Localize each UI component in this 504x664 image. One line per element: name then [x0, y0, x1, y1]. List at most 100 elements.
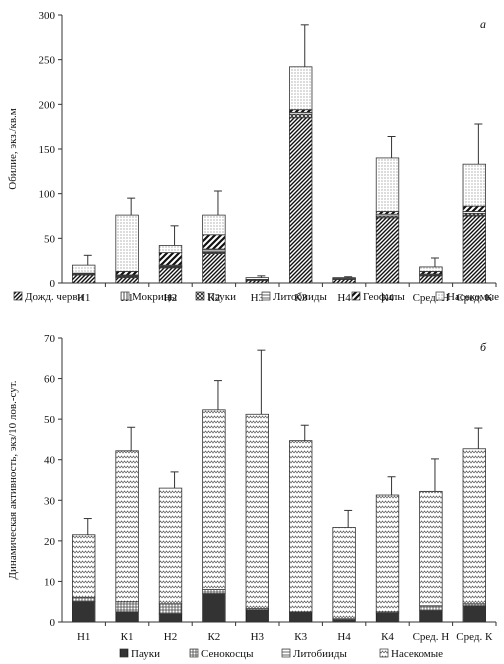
bar-segment	[115, 270, 139, 276]
y-tick-label: 20	[44, 536, 56, 548]
bar-segment	[115, 601, 139, 613]
bar-segment	[158, 613, 183, 623]
x-tick-label: Н1	[77, 292, 90, 304]
x-tick-label: К4	[381, 631, 394, 643]
bar-segment	[289, 113, 313, 119]
bar-segment	[419, 270, 443, 275]
x-tick-label: К1	[121, 631, 134, 643]
x-tick-label: К3	[294, 631, 307, 643]
legend-swatch	[13, 291, 23, 301]
bar-segment	[158, 252, 183, 266]
bar-segment	[72, 601, 96, 623]
legend-label: Пауки	[131, 648, 160, 660]
legend-swatch	[379, 648, 389, 658]
x-tick-label: Сред. К	[456, 631, 493, 643]
legend-swatch	[351, 291, 361, 301]
bar-segment	[158, 487, 183, 605]
x-tick-label: Н1	[77, 631, 90, 643]
legend-swatch	[281, 648, 291, 658]
bar-segment	[419, 275, 443, 284]
x-tick-label: Н3	[251, 292, 265, 304]
panel-label: б	[480, 340, 487, 354]
y-tick-label: 250	[39, 55, 56, 67]
bar-segment	[332, 279, 356, 284]
bar-segment	[375, 211, 400, 215]
legend-label: Сенокосцы	[201, 648, 254, 660]
bar-segment	[158, 245, 183, 254]
y-tick-label: 0	[50, 278, 56, 290]
chart-panel-b: 0 10 20 30 40 50 60 70 Динамическая активность, …	[7, 333, 497, 660]
legend-swatch	[189, 648, 199, 658]
x-tick-label: Н3	[251, 631, 265, 643]
bar-segment	[158, 603, 183, 615]
y-tick-label: 300	[39, 10, 56, 22]
legend-swatch	[261, 291, 271, 301]
bar-segment	[419, 490, 443, 607]
x-tick-label: К4	[381, 292, 394, 304]
y-tick-label: 30	[44, 495, 56, 507]
bar-segment	[115, 277, 139, 284]
legend-label: Насекомые	[447, 291, 499, 303]
bar-segment	[462, 215, 486, 284]
legend-swatch	[435, 291, 445, 301]
legend-label: Литобииды	[273, 291, 327, 303]
bar-segment	[462, 163, 486, 207]
legend-label: Дожд. черви	[25, 291, 84, 303]
bar-segment	[419, 605, 443, 612]
y-axis-label: Обилие, экз./кв.м	[7, 108, 19, 190]
bar-segment	[115, 611, 139, 623]
y-tick-label: 50	[44, 414, 56, 426]
y-tick-label: 10	[44, 576, 56, 588]
bar-segment	[72, 274, 96, 284]
bar-segment	[462, 205, 486, 212]
x-tick-label: Н2	[164, 292, 177, 304]
panel-label: а	[480, 17, 486, 31]
bar-segment	[158, 267, 183, 284]
bar-segment	[375, 494, 400, 613]
bar-segment	[115, 450, 139, 603]
bar-segment	[202, 253, 226, 284]
bar-segment	[375, 612, 400, 623]
bar-segment	[202, 248, 226, 253]
y-axis-label: Динамическая активность, экз/10 лов.-сут…	[7, 380, 19, 579]
y-tick-label: 70	[44, 333, 56, 345]
y-tick-label: 0	[50, 617, 56, 629]
x-tick-label: К2	[207, 631, 220, 643]
bar-segment	[289, 66, 313, 111]
legend-label: Пауки	[207, 291, 236, 303]
bar-segment	[289, 440, 313, 613]
bar-segment	[375, 217, 400, 284]
legend-label: Литобииды	[293, 648, 347, 660]
legend-label: Геофилы	[363, 291, 405, 303]
bar-segment	[202, 409, 226, 590]
bar-segment	[72, 534, 96, 599]
bar-segment	[202, 593, 226, 623]
legend-label: Мокрицы	[132, 291, 178, 303]
bar-segment	[202, 589, 226, 594]
x-tick-label: К3	[294, 292, 307, 304]
bar-segment	[245, 277, 269, 280]
x-tick-label: К2	[207, 292, 220, 304]
bar-segment	[245, 413, 269, 610]
legend-swatch	[195, 291, 205, 301]
bar-segment	[245, 279, 269, 284]
bar-segment	[289, 117, 313, 284]
bar-segment	[289, 109, 313, 113]
x-tick-label: Н4	[337, 292, 351, 304]
y-tick-label: 200	[39, 99, 56, 111]
y-tick-label: 50	[44, 233, 56, 245]
bar-segment	[419, 266, 443, 272]
bar-segment	[289, 612, 313, 623]
bar-segment	[115, 214, 139, 272]
legend-swatch	[120, 291, 130, 301]
legend-swatch	[119, 648, 129, 658]
legend-label: Насекомые	[391, 648, 443, 660]
y-tick-label: 100	[39, 189, 56, 201]
x-tick-label: Н4	[337, 631, 351, 643]
bar-segment	[419, 610, 443, 623]
bar-segment	[202, 234, 226, 250]
bar-segment	[245, 609, 269, 623]
bar-segment	[332, 527, 356, 620]
